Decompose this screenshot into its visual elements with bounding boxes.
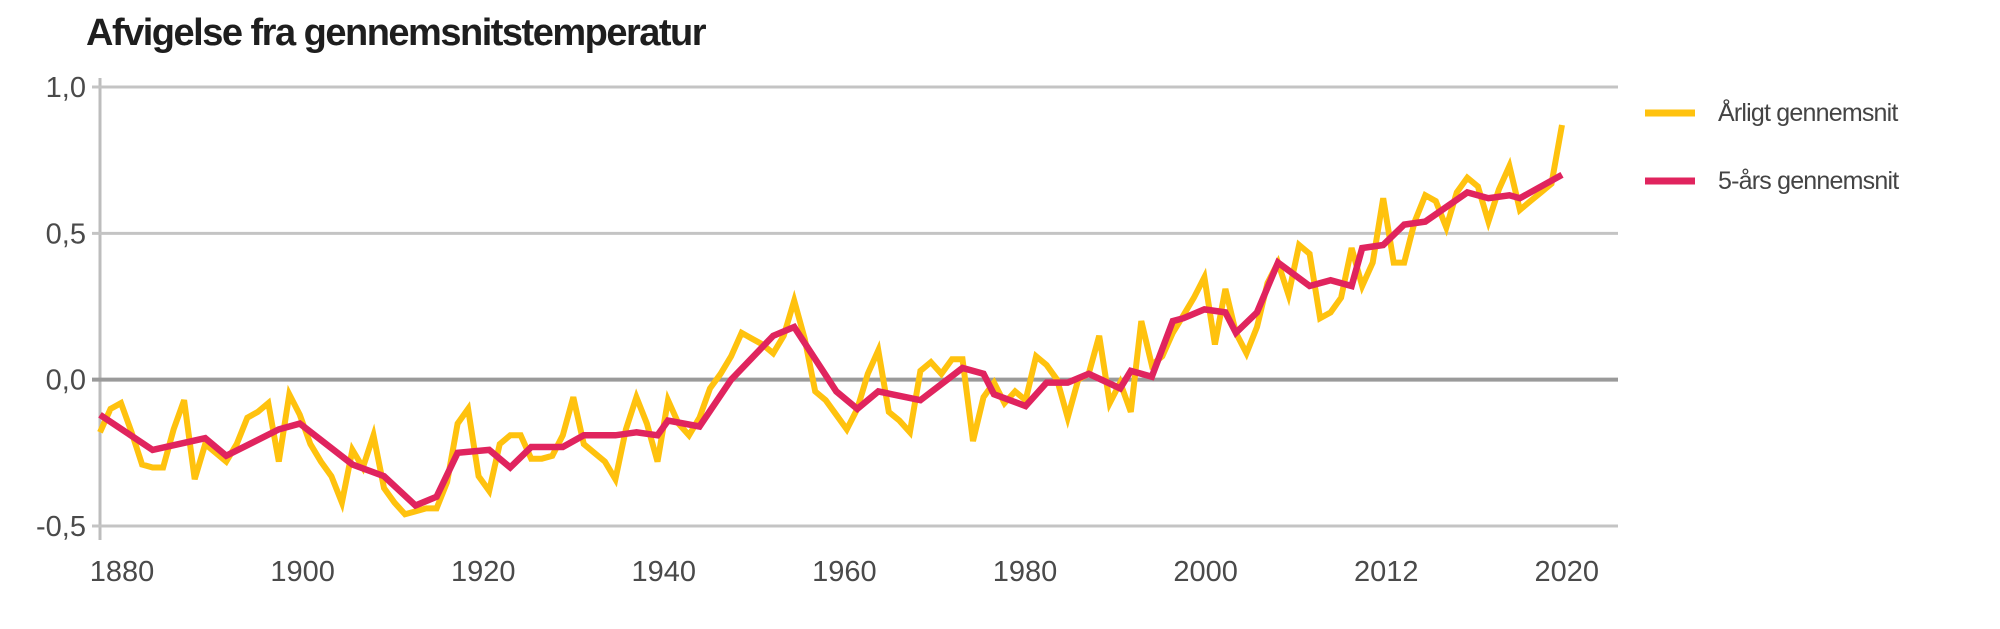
x-tick-label: 1960 <box>812 556 877 588</box>
legend: Årligt gennemsnit 5-års gennemsnit <box>1645 97 1900 195</box>
x-tick-label: 1980 <box>993 556 1058 588</box>
x-tick-label: 2012 <box>1354 556 1419 588</box>
x-tick-label: 1900 <box>270 556 335 588</box>
y-tick-label: 0,5 <box>46 218 86 250</box>
x-tick-label: 2020 <box>1535 556 1600 588</box>
y-tick-label: 0,0 <box>46 365 86 397</box>
x-tick-label: 1920 <box>451 556 516 588</box>
legend-label: 5-års gennemsnit <box>1718 167 1899 195</box>
x-tick-label: 1940 <box>632 556 697 588</box>
y-tick-label: -0,5 <box>36 511 86 543</box>
series-line-annual <box>97 124 1565 518</box>
y-axis-ticks: 1,0 0,5 0,0 -0,5 <box>36 72 86 543</box>
x-tick-label: 1880 <box>90 556 155 588</box>
chart-title: Afvigelse fra gennemsnitstemperatur <box>86 12 707 54</box>
series-lines <box>97 124 1565 518</box>
legend-label: Årligt gennemsnit <box>1718 97 1898 127</box>
gridlines <box>92 78 1618 540</box>
x-tick-label: 2000 <box>1173 556 1238 588</box>
x-axis-ticks: 1880 1900 1920 1940 1960 1980 2000 2012 2020 <box>90 556 1599 588</box>
y-tick-label: 1,0 <box>46 72 86 104</box>
